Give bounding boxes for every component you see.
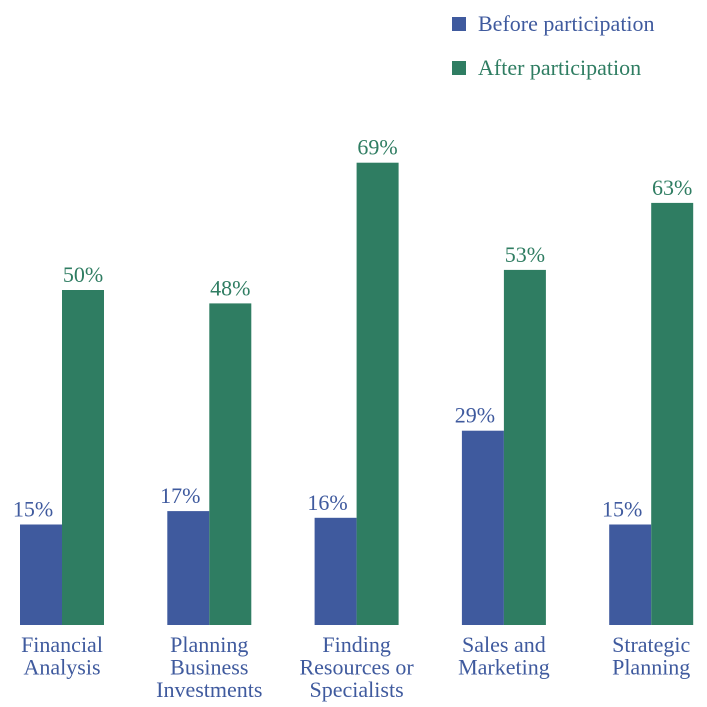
bar bbox=[167, 511, 210, 625]
value-label: 29% bbox=[455, 403, 495, 428]
value-label: 16% bbox=[307, 490, 347, 515]
bar bbox=[461, 430, 504, 625]
bar bbox=[609, 524, 652, 625]
value-label: 63% bbox=[652, 175, 692, 200]
bar bbox=[503, 269, 546, 625]
x-tick-label: Finding Resources or Specialists bbox=[299, 632, 414, 702]
bar bbox=[356, 162, 399, 625]
value-label: 15% bbox=[13, 497, 53, 522]
x-tick-label: Financial Analysis bbox=[21, 632, 103, 680]
legend-swatch bbox=[452, 61, 466, 75]
legend-label: After participation bbox=[478, 55, 641, 80]
x-tick-label: Planning Business Investments bbox=[156, 632, 262, 702]
value-label: 48% bbox=[210, 275, 250, 300]
bar bbox=[651, 202, 694, 625]
legend-label: Before participation bbox=[478, 11, 655, 36]
legend-swatch bbox=[452, 17, 466, 31]
x-tick-label: Sales and Marketing bbox=[458, 632, 550, 680]
bar bbox=[209, 303, 252, 625]
value-label: 15% bbox=[602, 497, 642, 522]
bar bbox=[20, 524, 62, 625]
value-label: 17% bbox=[160, 483, 200, 508]
value-label: 69% bbox=[357, 135, 397, 160]
value-label: 50% bbox=[63, 262, 103, 287]
value-label: 53% bbox=[505, 242, 545, 267]
bar bbox=[314, 517, 357, 625]
x-tick-label: Strategic Planning bbox=[612, 632, 690, 680]
bar bbox=[62, 290, 104, 625]
